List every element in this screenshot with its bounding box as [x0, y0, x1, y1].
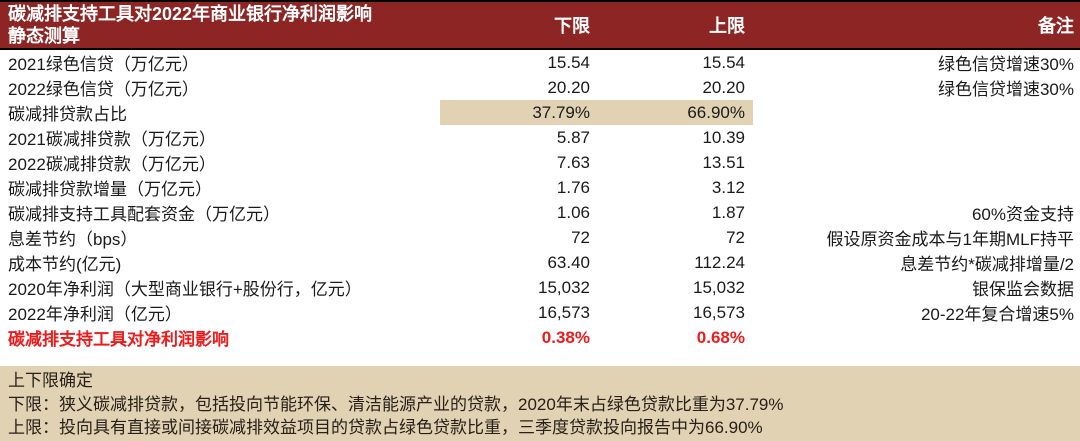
- row-label: 息差节约（bps）: [8, 230, 138, 249]
- table-row: 2021绿色信贷（万亿元） 15.54 15.54 绿色信贷增速30%: [0, 49, 1080, 75]
- column-header-lower-limit: 下限: [440, 0, 598, 50]
- lower-limit-value: 15,032: [538, 277, 590, 297]
- note-value: 假设原资金成本与1年期MLF持平: [826, 230, 1074, 249]
- row-label: 2022绿色信贷（万亿元）: [8, 80, 199, 99]
- table-row-highlighted: 碳减排贷款占比 37.79% 66.90%: [0, 100, 1080, 125]
- table-row: 2022碳减排贷款（万亿元） 7.63 13.51: [0, 150, 1080, 175]
- upper-limit-value: 112.24: [694, 252, 745, 272]
- note-value: 银保监会数据: [972, 280, 1074, 299]
- row-label: 碳减排支持工具对净利润影响: [8, 330, 229, 349]
- row-label: 2021碳减排贷款（万亿元）: [8, 130, 216, 149]
- upper-limit-value: 0.68%: [696, 327, 745, 347]
- lower-limit-value: 1.06: [556, 202, 590, 222]
- table-header-row: 碳减排支持工具对2022年商业银行净利润影响静态测算 下限 上限 备注: [0, 0, 1080, 50]
- lower-limit-value: 1.76: [556, 177, 590, 197]
- upper-limit-value: 3.12: [711, 177, 745, 197]
- upper-limit-value: 15,032: [693, 277, 745, 297]
- note-value: 60%资金支持: [971, 205, 1074, 224]
- table-row-emphasis-result: 碳减排支持工具对净利润影响 0.38% 0.68%: [0, 325, 1080, 350]
- note-value: [753, 125, 1080, 150]
- table-row: 2022年净利润（亿元） 16,573 16,573 20-22年复合增速5%: [0, 300, 1080, 325]
- column-header-note: 备注: [753, 0, 1080, 50]
- lower-limit-value: 20.20: [547, 77, 590, 97]
- row-label: 2021绿色信贷（万亿元）: [8, 55, 199, 74]
- note-value: 绿色信贷增速30%: [937, 55, 1074, 74]
- upper-limit-value: 10.39: [702, 127, 745, 147]
- note-value: 绿色信贷增速30%: [937, 80, 1074, 99]
- lower-limit-value: 0.38%: [541, 327, 590, 347]
- lower-limit-value: 37.79%: [440, 100, 598, 125]
- row-label: 2022碳减排贷款（万亿元）: [8, 155, 216, 174]
- row-label: 碳减排支持工具配套资金（万亿元）: [8, 205, 280, 224]
- table-title-cell: 碳减排支持工具对2022年商业银行净利润影响静态测算: [0, 0, 440, 50]
- note-value: [753, 150, 1080, 175]
- upper-limit-value: 72: [726, 227, 745, 247]
- note-value: 20-22年复合增速5%: [920, 305, 1074, 324]
- row-label: 2022年净利润（亿元）: [8, 305, 182, 324]
- note-value: 息差节约*碳减排增量/2: [900, 255, 1074, 274]
- table-row: 碳减排支持工具配套资金（万亿元） 1.06 1.87 60%资金支持: [0, 200, 1080, 225]
- upper-limit-value: 15.54: [702, 52, 745, 72]
- footnote-lower-limit-definition: 下限：狭义碳减排贷款，包括投向节能环保、清洁能源产业的贷款，2020年末占绿色贷…: [8, 394, 784, 414]
- note-value: [753, 175, 1080, 200]
- row-label: 成本节约(亿元): [8, 255, 122, 274]
- column-header-upper-limit: 上限: [598, 0, 753, 50]
- lower-limit-value: 15.54: [547, 52, 590, 72]
- table-row: 碳减排贷款增量（万亿元） 1.76 3.12: [0, 175, 1080, 200]
- upper-limit-value: 66.90%: [598, 100, 753, 125]
- table-title: 碳减排支持工具对2022年商业银行净利润影响静态测算: [8, 4, 373, 46]
- lower-limit-value: 16,573: [538, 302, 590, 322]
- footnote-block: 上下限确定 下限：狭义碳减排贷款，包括投向节能环保、清洁能源产业的贷款，2020…: [0, 366, 1080, 441]
- table-row: 2020年净利润（大型商业银行+股份行，亿元） 15,032 15,032 银保…: [0, 275, 1080, 300]
- upper-limit-value: 16,573: [693, 302, 745, 322]
- upper-limit-value: 20.20: [702, 77, 745, 97]
- lower-limit-value: 72: [571, 227, 590, 247]
- table-row: 2022绿色信贷（万亿元） 20.20 20.20 绿色信贷增速30%: [0, 75, 1080, 100]
- upper-limit-value: 13.51: [702, 152, 745, 172]
- row-label: 2020年净利润（大型商业银行+股份行，亿元）: [8, 280, 362, 299]
- table-row: 成本节约(亿元) 63.40 112.24 息差节约*碳减排增量/2: [0, 250, 1080, 275]
- note-value: [753, 325, 1080, 350]
- footnote-heading: 上下限确定: [8, 371, 93, 390]
- estimate-table: 碳减排支持工具对2022年商业银行净利润影响静态测算 下限 上限 备注 2021…: [0, 0, 1080, 350]
- lower-limit-value: 7.63: [556, 152, 590, 172]
- upper-limit-value: 1.87: [711, 202, 745, 222]
- table-row: 息差节约（bps） 72 72 假设原资金成本与1年期MLF持平: [0, 225, 1080, 250]
- lower-limit-value: 5.87: [556, 127, 590, 147]
- note-value: [753, 100, 1080, 125]
- lower-limit-value: 63.40: [547, 252, 590, 272]
- row-label: 碳减排贷款占比: [8, 105, 127, 124]
- row-label: 碳减排贷款增量（万亿元）: [8, 180, 212, 199]
- table-row: 2021碳减排贷款（万亿元） 5.87 10.39: [0, 125, 1080, 150]
